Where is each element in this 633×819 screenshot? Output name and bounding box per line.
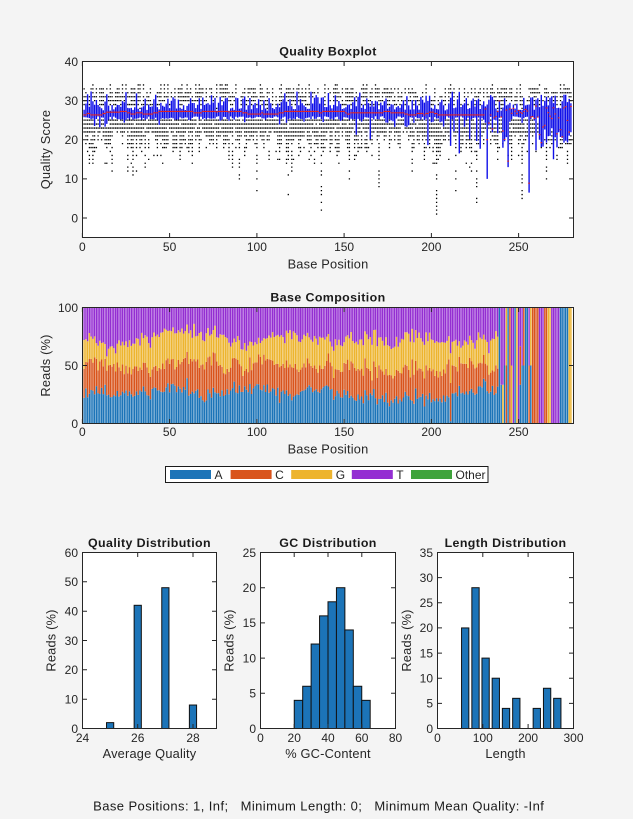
svg-text:40: 40 [321, 731, 335, 745]
svg-text:0: 0 [79, 425, 86, 439]
svg-text:Quality Score: Quality Score [38, 110, 53, 189]
svg-text:50: 50 [65, 359, 79, 373]
svg-text:Base Position: Base Position [288, 257, 369, 272]
svg-text:Base Positions: 1, Inf; Mini: Base Positions: 1, Inf; Minimum Length: … [93, 799, 544, 814]
svg-text:Reads (%): Reads (%) [44, 609, 59, 671]
svg-text:50: 50 [65, 575, 79, 589]
svg-text:Average Quality: Average Quality [103, 746, 197, 761]
svg-text:Base Composition: Base Composition [270, 290, 385, 304]
svg-text:20: 20 [288, 731, 302, 745]
svg-text:15: 15 [243, 616, 257, 630]
svg-text:0: 0 [434, 731, 441, 745]
svg-text:300: 300 [563, 731, 583, 745]
svg-text:Reads (%): Reads (%) [38, 334, 53, 396]
svg-text:20: 20 [65, 663, 79, 677]
svg-text:Length: Length [485, 746, 525, 761]
svg-text:100: 100 [473, 731, 493, 745]
svg-text:Length Distribution: Length Distribution [445, 536, 567, 550]
svg-text:26: 26 [131, 731, 145, 745]
svg-text:G: G [336, 468, 345, 482]
svg-text:0: 0 [79, 240, 86, 254]
svg-text:15: 15 [420, 646, 434, 660]
svg-text:0: 0 [249, 722, 256, 736]
svg-text:40: 40 [65, 605, 79, 619]
svg-text:Reads (%): Reads (%) [399, 609, 414, 671]
svg-text:10: 10 [420, 672, 434, 686]
svg-text:0: 0 [71, 722, 78, 736]
svg-text:50: 50 [163, 240, 177, 254]
svg-text:25: 25 [420, 596, 434, 610]
svg-text:50: 50 [163, 425, 177, 439]
svg-text:Reads (%): Reads (%) [221, 609, 236, 671]
svg-text:Base Position: Base Position [288, 442, 369, 457]
svg-text:Quality Distribution: Quality Distribution [88, 536, 211, 550]
svg-text:GC Distribution: GC Distribution [279, 536, 377, 550]
svg-text:20: 20 [243, 581, 257, 595]
svg-text:60: 60 [65, 546, 79, 560]
svg-text:0: 0 [71, 417, 78, 431]
svg-text:5: 5 [249, 687, 256, 701]
svg-text:100: 100 [58, 301, 78, 315]
svg-text:100: 100 [247, 425, 267, 439]
svg-text:Quality Boxplot: Quality Boxplot [279, 44, 377, 58]
svg-text:30: 30 [65, 94, 79, 108]
svg-text:40: 40 [65, 55, 79, 69]
svg-text:250: 250 [509, 425, 529, 439]
svg-text:150: 150 [334, 240, 354, 254]
svg-text:0: 0 [257, 731, 264, 745]
svg-text:5: 5 [426, 697, 433, 711]
svg-text:C: C [275, 468, 284, 482]
svg-text:20: 20 [420, 621, 434, 635]
svg-text:Other: Other [456, 468, 486, 482]
svg-text:0: 0 [426, 722, 433, 736]
svg-text:30: 30 [65, 634, 79, 648]
svg-text:25: 25 [243, 546, 257, 560]
svg-text:24: 24 [76, 731, 90, 745]
svg-text:60: 60 [355, 731, 369, 745]
svg-text:30: 30 [420, 571, 434, 585]
svg-text:T: T [396, 468, 404, 482]
svg-text:200: 200 [518, 731, 538, 745]
svg-text:% GC-Content: % GC-Content [285, 746, 371, 761]
svg-text:10: 10 [243, 651, 257, 665]
svg-text:250: 250 [509, 240, 529, 254]
svg-text:20: 20 [65, 133, 79, 147]
svg-text:150: 150 [334, 425, 354, 439]
svg-text:10: 10 [65, 172, 79, 186]
svg-text:35: 35 [420, 546, 434, 560]
svg-text:200: 200 [421, 425, 441, 439]
svg-text:0: 0 [71, 211, 78, 225]
svg-text:100: 100 [247, 240, 267, 254]
svg-text:200: 200 [421, 240, 441, 254]
svg-text:10: 10 [65, 693, 79, 707]
svg-text:28: 28 [186, 731, 200, 745]
svg-text:A: A [215, 468, 223, 482]
svg-text:80: 80 [389, 731, 403, 745]
